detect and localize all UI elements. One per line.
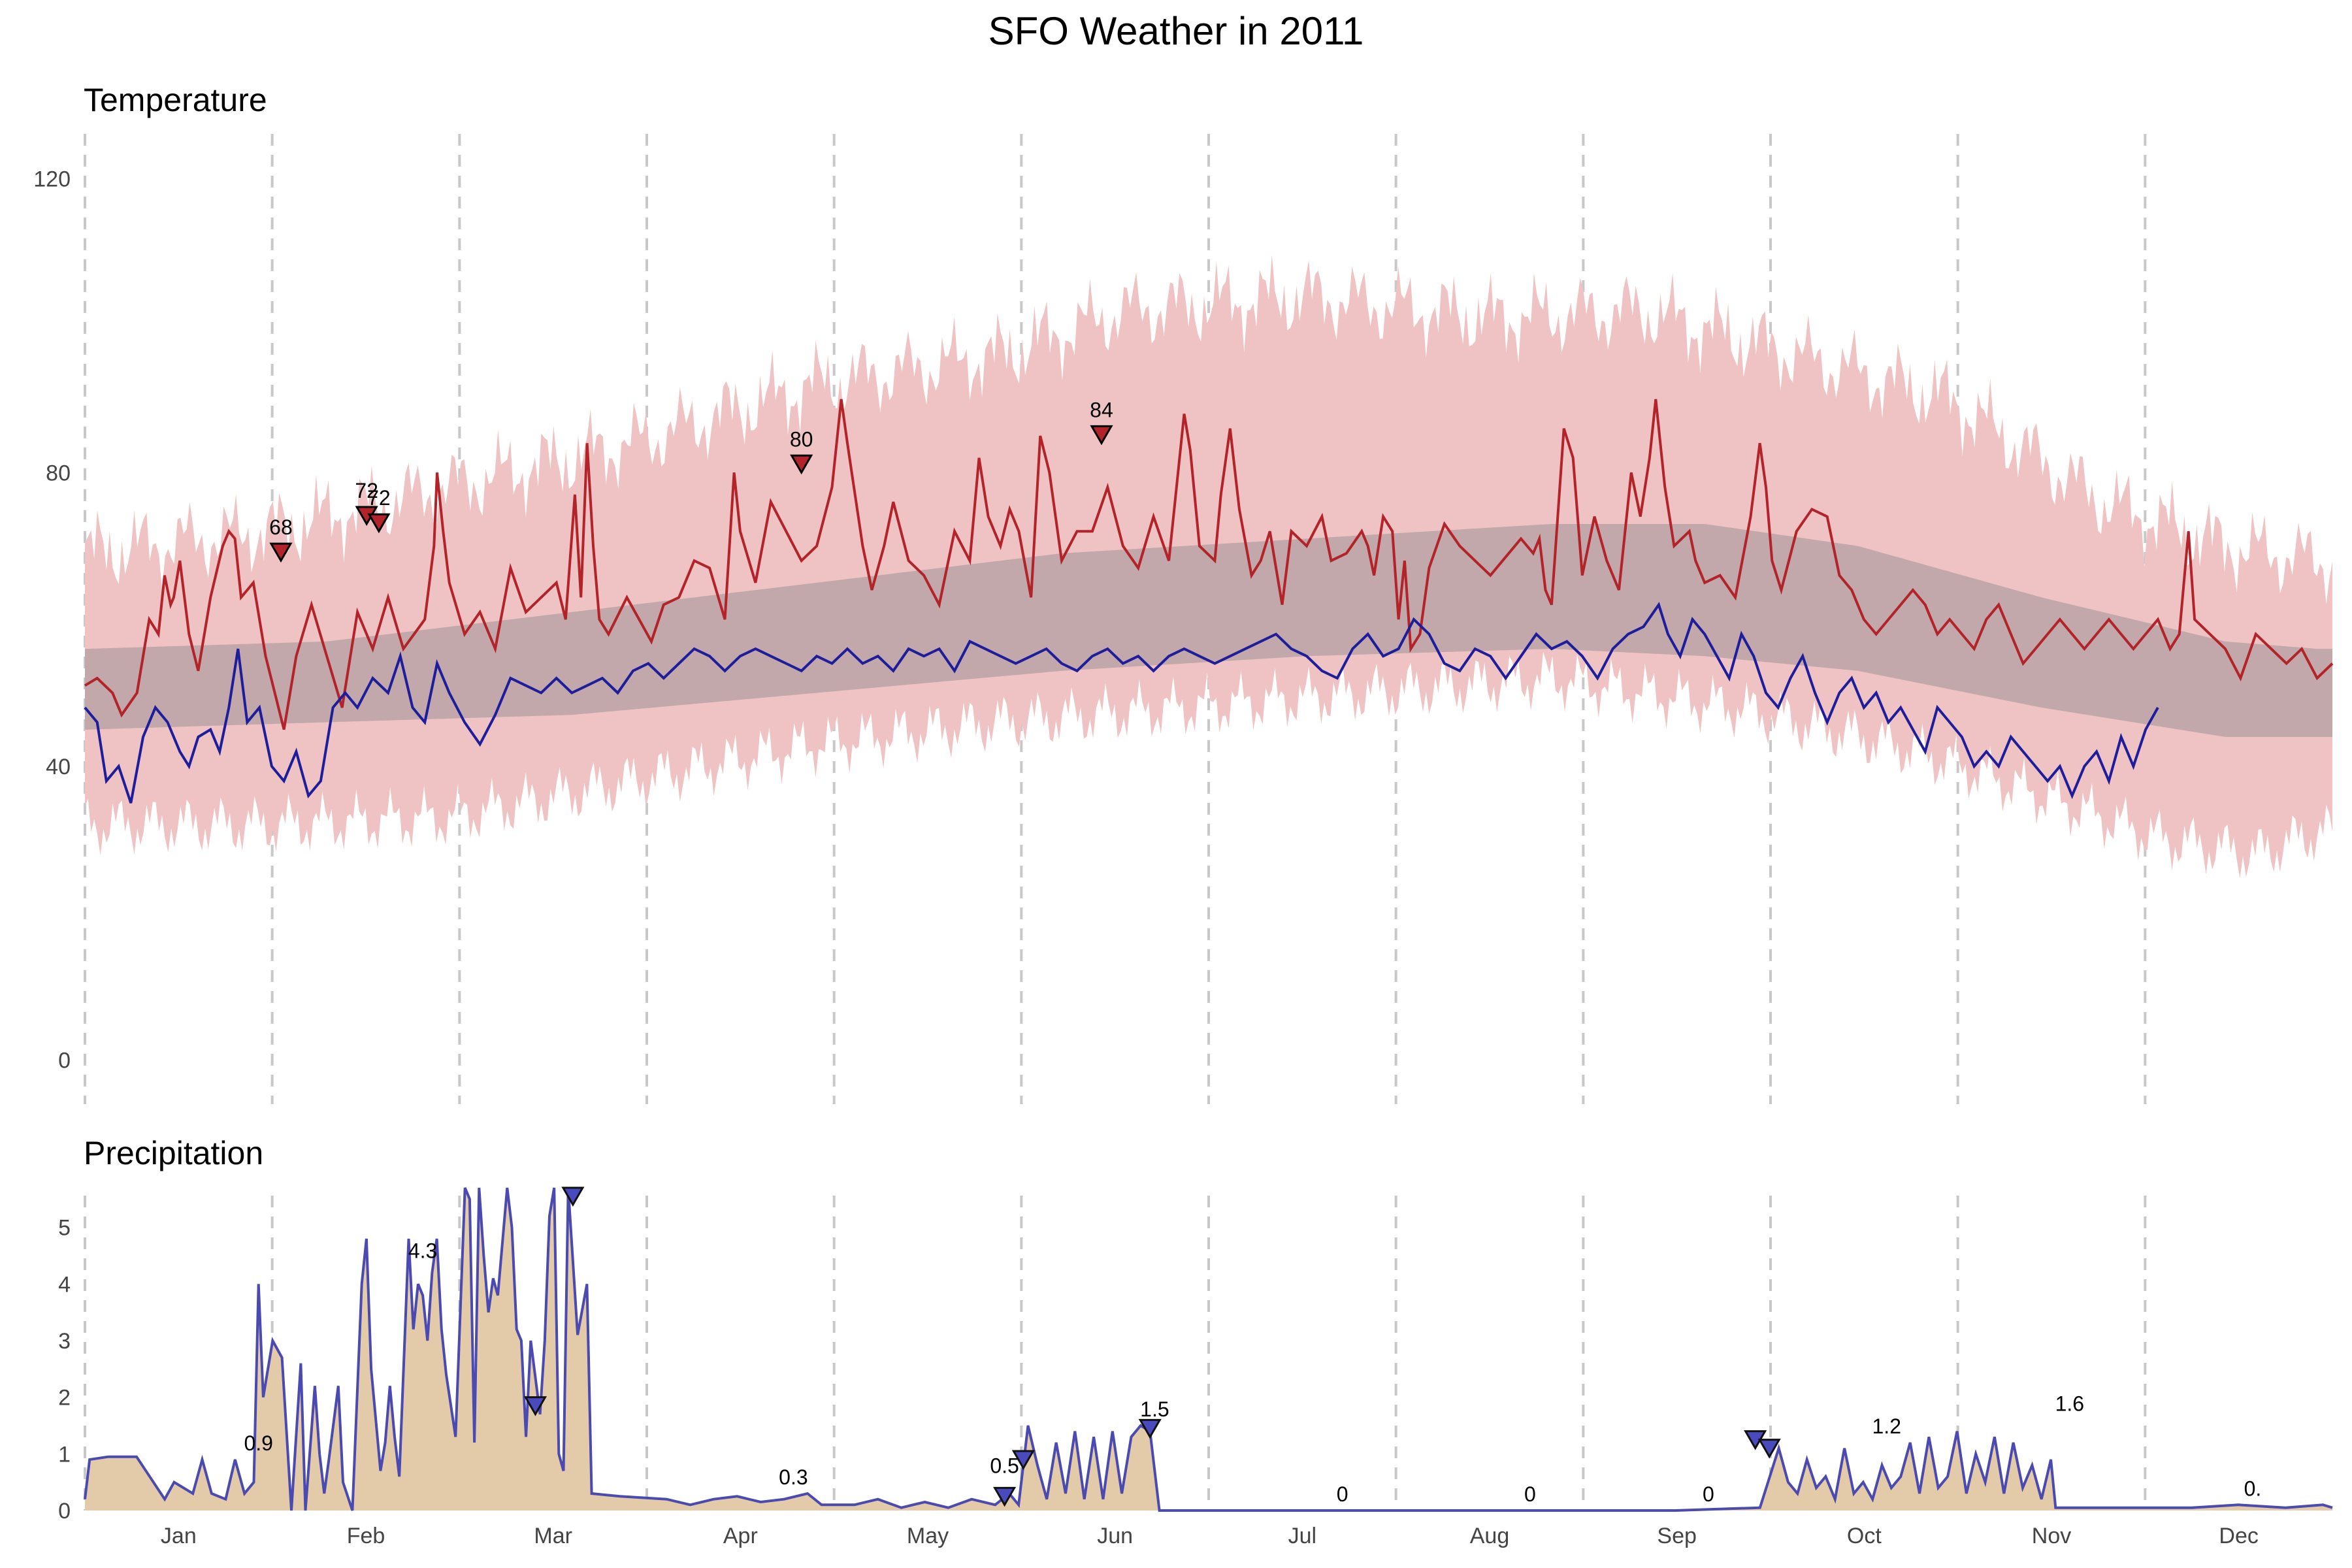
month-axis-labels: Jan Feb Mar Apr May Jun Jul Aug Sep Oct Nov Dec [161, 1524, 2259, 1548]
month-label: Jan [161, 1524, 197, 1548]
precipitation-label: 1.5 [1140, 1397, 1169, 1421]
precipitation-label: 0 [1337, 1482, 1348, 1506]
month-label: Jun [1097, 1524, 1133, 1548]
month-label: Sep [1657, 1524, 1697, 1548]
precipitation-y-tick: 3 [58, 1329, 71, 1354]
precipitation-y-tick: 4 [58, 1272, 71, 1297]
month-label: Oct [1847, 1524, 1882, 1548]
precipitation-line [84, 1187, 2333, 1512]
temperature-y-tick: 120 [33, 167, 71, 192]
record-high-marker [367, 513, 391, 534]
precipitation-y-tick: 2 [58, 1386, 71, 1411]
temperature-panel-title: Temperature [84, 82, 267, 118]
precipitation-label: 1.2 [1872, 1414, 1901, 1438]
month-label: Feb [347, 1524, 385, 1548]
record-high-label: 72 [367, 486, 391, 510]
record-high-label: 84 [1090, 398, 1113, 421]
month-label: Nov [2032, 1524, 2071, 1548]
precipitation-y-ticks: 0 1 2 3 4 5 [58, 1216, 71, 1524]
precipitation-label: 0 [1524, 1482, 1536, 1506]
record-high-marker [269, 542, 293, 563]
precipitation-label: 0. [2244, 1477, 2262, 1500]
precipitation-label: 4.3 [408, 1239, 437, 1262]
month-label: Aug [1470, 1524, 1510, 1548]
precipitation-markers [523, 1186, 1781, 1507]
precipitation-label: 0.3 [779, 1465, 808, 1489]
precipitation-marker [1011, 1450, 1035, 1471]
temperature-y-tick: 0 [58, 1049, 71, 1073]
chart-title: SFO Weather in 2011 [988, 9, 1364, 53]
precipitation-marker [1757, 1439, 1781, 1459]
month-label: May [907, 1524, 949, 1548]
precipitation-y-tick: 5 [58, 1216, 71, 1241]
precipitation-area [85, 1188, 2332, 1511]
month-label: Jul [1288, 1524, 1316, 1548]
precipitation-y-tick: 1 [58, 1442, 71, 1467]
precipitation-label: 0 [1703, 1482, 1714, 1506]
precipitation-y-tick: 0 [58, 1499, 71, 1524]
precipitation-panel: Precipitation 0 1 2 3 4 5 0.9 4.3 0.3 0.5 1.5 0 0 0 1… [58, 1135, 2333, 1524]
record-high-label: 72 [355, 479, 378, 502]
record-high-label: 80 [790, 427, 813, 451]
record-high-marker [1090, 425, 1113, 446]
month-label: Mar [534, 1524, 572, 1548]
temperature-y-ticks: 0 40 80 120 [33, 167, 71, 1073]
month-label: Dec [2219, 1524, 2258, 1548]
temperature-y-tick: 80 [46, 461, 71, 485]
precipitation-marker [1138, 1418, 1162, 1439]
precipitation-label: 1.6 [2055, 1392, 2084, 1415]
precipitation-panel-title: Precipitation [84, 1135, 263, 1171]
precipitation-marker [523, 1396, 547, 1416]
precipitation-label: 0.5 [990, 1454, 1019, 1478]
precipitation-marker [561, 1186, 585, 1207]
record-high-marker [790, 454, 813, 475]
normal-range-band [85, 524, 2332, 737]
daily-high-line [84, 399, 2334, 730]
temperature-y-tick: 40 [46, 755, 71, 779]
precipitation-annotations: 0.9 4.3 0.3 0.5 1.5 0 0 0 1.2 1.6 0. [244, 1239, 2261, 1506]
precipitation-marker [993, 1486, 1017, 1507]
month-label: Apr [723, 1524, 758, 1548]
record-high-label: 68 [269, 515, 293, 539]
precipitation-label: 0.9 [244, 1431, 272, 1455]
daily-low-line [84, 602, 2159, 804]
